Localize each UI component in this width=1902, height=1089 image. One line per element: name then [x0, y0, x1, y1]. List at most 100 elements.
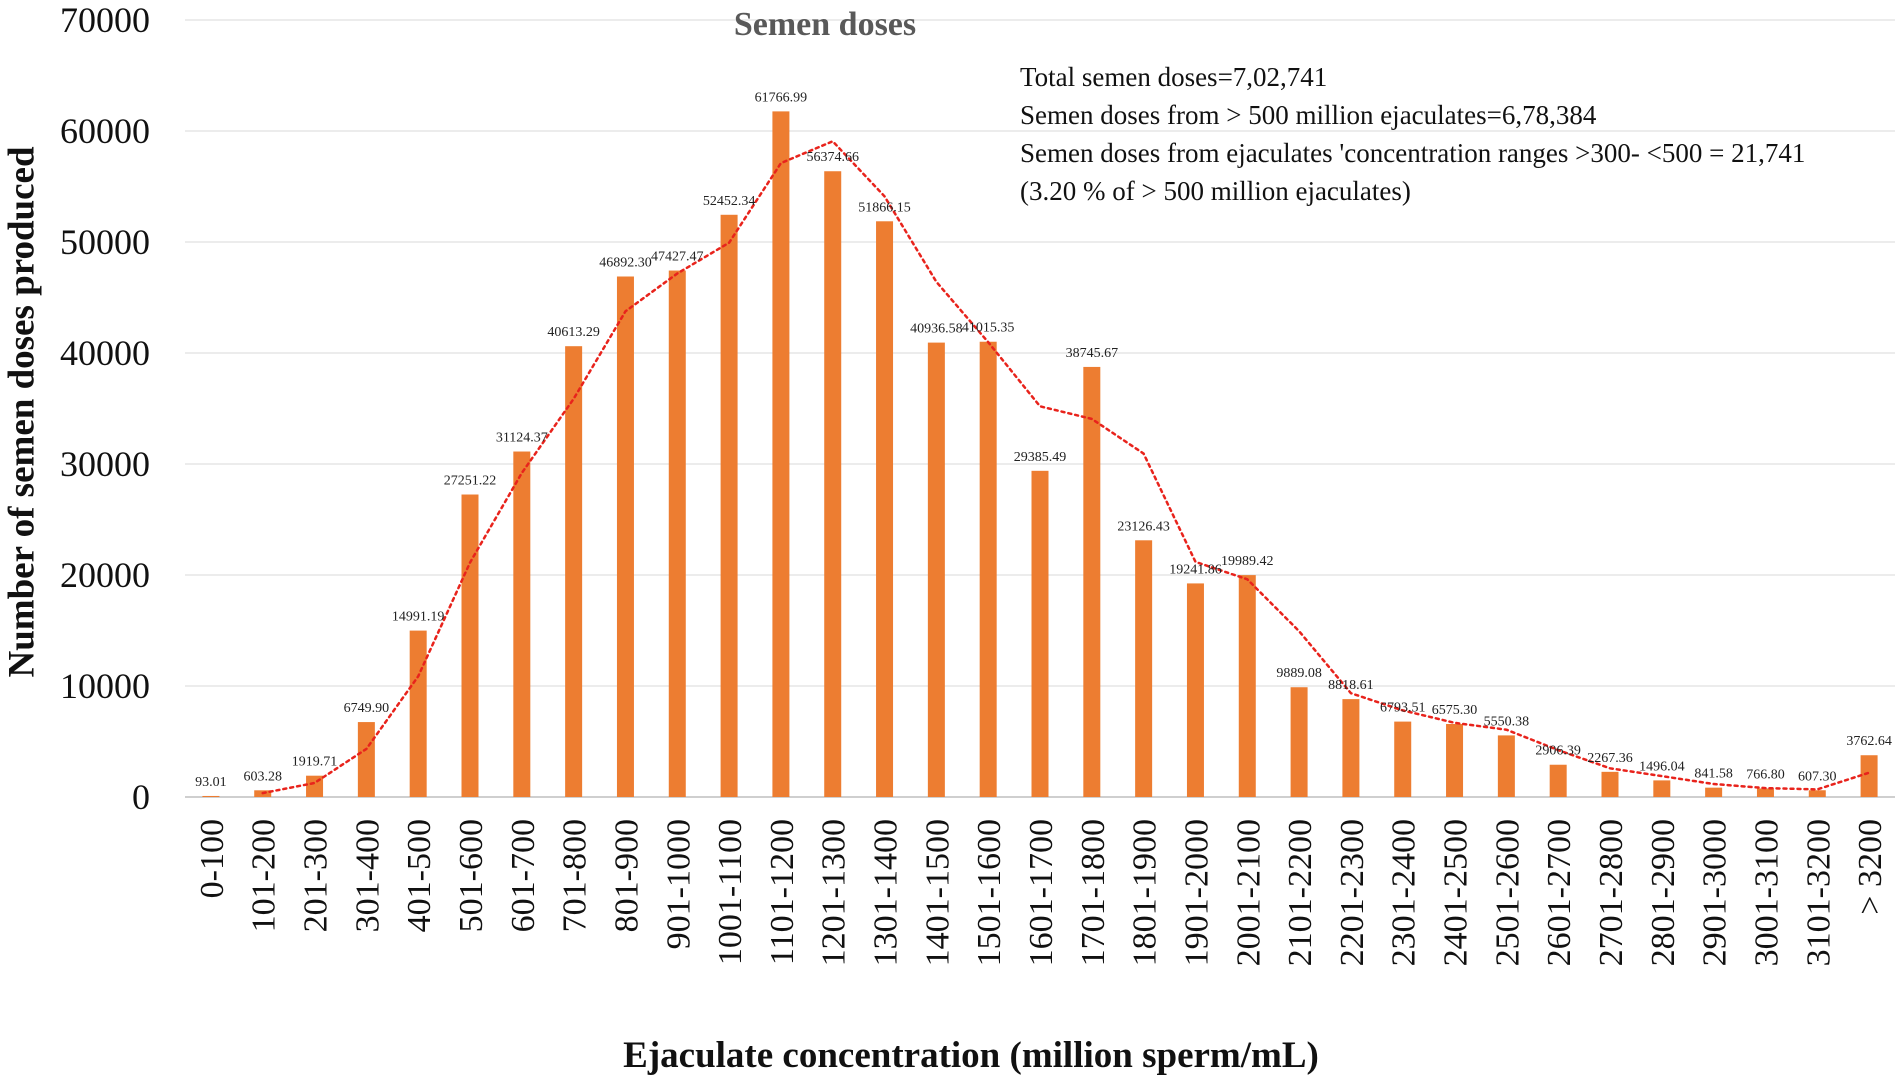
bar-2901-3000 [1705, 787, 1723, 797]
bar-801-900 [616, 276, 634, 797]
value-label-1401-1500: 40936.58 [910, 322, 963, 337]
x-tick-label-3001-3100: 3001-3100 [1748, 819, 1785, 966]
x-tick-label-1501-1600: 1501-1600 [971, 819, 1008, 966]
value-label-501-600: 27251.22 [444, 474, 497, 489]
x-tick-label-2301-2400: 2301-2400 [1386, 819, 1423, 966]
x-axis-label: Ejaculate concentration (million sperm/m… [623, 1035, 1319, 1076]
bar-1101-1200 [772, 111, 790, 797]
x-tick-label-1601-1700: 1601-1700 [1023, 819, 1060, 966]
bar-1801-1900 [1135, 540, 1153, 797]
bar-301-400 [357, 722, 375, 797]
y-tick-label-40000: 40000 [60, 333, 150, 373]
annotation-percent: (3.20 % of > 500 million ejaculates) [1020, 176, 1411, 206]
y-tick-label-10000: 10000 [60, 666, 150, 706]
value-label-2301-2400: 6793.51 [1380, 701, 1426, 716]
x-tick-label-1201-1300: 1201-1300 [816, 819, 853, 966]
bar-2101-2200 [1290, 687, 1308, 797]
x-tick-label-201-300: 201-300 [298, 819, 335, 932]
bar-2201-2300 [1342, 699, 1360, 797]
value-label-2801-2900: 1496.04 [1639, 759, 1685, 774]
value-label-2701-2800: 2267.36 [1587, 751, 1633, 766]
value-label-601-700: 31124.37 [496, 431, 548, 446]
x-tick-label-2201-2300: 2201-2300 [1334, 819, 1371, 966]
moving-average-trendline [261, 140, 1871, 795]
bar-0-100 [202, 795, 220, 797]
x-tick-label-0-100: 0-100 [194, 819, 231, 898]
bar-1601-1700 [1031, 470, 1049, 797]
bar-1901-2000 [1186, 583, 1204, 797]
bar-2401-2500 [1446, 724, 1464, 797]
bar-2501-2600 [1497, 735, 1515, 797]
value-label-2601-2700: 2906.39 [1535, 744, 1581, 759]
y-axis-tick-labels: 0 10000 20000 30000 40000 50000 60000 70000 [60, 0, 150, 817]
annotation-box: Total semen doses=7,02,741 Semen doses f… [1020, 58, 1805, 210]
value-label-> 3200: 3762.64 [1846, 734, 1892, 749]
x-tick-label-601-700: 601-700 [505, 819, 542, 932]
value-label-1701-1800: 38745.67 [1066, 346, 1119, 361]
bar-2001-2100 [1238, 575, 1256, 797]
x-tick-label-1401-1500: 1401-1500 [919, 819, 956, 966]
value-label-1301-1400: 51866.15 [858, 200, 911, 215]
y-tick-label-30000: 30000 [60, 444, 150, 484]
bar-2301-2400 [1394, 721, 1412, 797]
x-tick-label-2401-2500: 2401-2500 [1438, 819, 1475, 966]
x-tick-label-101-200: 101-200 [246, 819, 283, 932]
bar-1201-1300 [824, 171, 842, 797]
value-label-2101-2200: 9889.08 [1276, 666, 1322, 681]
value-label-1501-1600: 41015.35 [962, 321, 1015, 336]
value-label-2901-3000: 841.58 [1694, 767, 1733, 782]
value-label-0-100: 93.01 [195, 775, 227, 790]
x-tick-label-1301-1400: 1301-1400 [868, 819, 905, 966]
value-label-3001-3100: 766.80 [1746, 767, 1785, 782]
x-tick-label-1101-1200: 1101-1200 [764, 819, 801, 965]
x-tick-label-1701-1800: 1701-1800 [1075, 819, 1112, 966]
value-label-1101-1200: 61766.99 [755, 90, 808, 105]
bar-> 3200 [1860, 755, 1878, 797]
value-label-1801-1900: 23126.43 [1117, 519, 1170, 534]
y-tick-label-50000: 50000 [60, 222, 150, 262]
bar-1701-1800 [1083, 366, 1101, 797]
x-tick-label-501-600: 501-600 [453, 819, 490, 932]
x-tick-label-2601-2700: 2601-2700 [1541, 819, 1578, 966]
y-tick-label-0: 0 [132, 777, 150, 817]
value-label-3101-3200: 607.30 [1798, 769, 1837, 784]
y-tick-label-60000: 60000 [60, 111, 150, 151]
x-tick-label-1901-2000: 1901-2000 [1178, 819, 1215, 966]
bar-601-700 [513, 451, 531, 797]
bar-701-800 [565, 346, 583, 797]
annotation-over-500: Semen doses from > 500 million ejaculate… [1020, 100, 1597, 130]
x-tick-label-2001-2100: 2001-2100 [1230, 819, 1267, 966]
value-label-801-900: 46892.30 [599, 255, 652, 270]
annotation-range-300-500: Semen doses from ejaculates 'concentrati… [1020, 138, 1806, 168]
value-label-701-800: 40613.29 [547, 325, 600, 340]
x-axis-tick-labels: 0-100 101-200 201-300 301-400 401-500 501-600… [194, 819, 1889, 966]
value-label-2201-2300: 8818.61 [1328, 678, 1374, 693]
bar-3001-3100 [1756, 788, 1774, 797]
x-tick-label-2701-2800: 2701-2800 [1593, 819, 1630, 966]
bar-1401-1500 [927, 342, 945, 797]
x-tick-label-401-500: 401-500 [401, 819, 438, 932]
y-tick-label-70000: 70000 [60, 0, 150, 40]
y-tick-label-20000: 20000 [60, 555, 150, 595]
bar-401-500 [409, 630, 427, 797]
bar-1301-1400 [876, 221, 894, 797]
value-label-401-500: 14991.19 [392, 610, 445, 625]
x-tick-label-> 3200: > 3200 [1852, 819, 1889, 915]
value-label-301-400: 6749.90 [344, 701, 390, 716]
bar-1501-1600 [979, 341, 997, 797]
value-label-901-1000: 47427.47 [651, 250, 704, 265]
x-tick-label-301-400: 301-400 [349, 819, 386, 932]
x-tick-label-2501-2600: 2501-2600 [1489, 819, 1526, 966]
trendline [261, 140, 1871, 795]
x-tick-label-3101-3200: 3101-3200 [1800, 819, 1837, 966]
value-label-1601-1700: 29385.49 [1014, 450, 1067, 465]
bar-2701-2800 [1601, 771, 1619, 797]
value-label-1901-2000: 19241.86 [1169, 562, 1222, 577]
x-tick-label-1801-1900: 1801-1900 [1127, 819, 1164, 966]
bar-901-1000 [668, 270, 686, 798]
bar-2801-2900 [1653, 780, 1671, 797]
x-tick-label-2101-2200: 2101-2200 [1282, 819, 1319, 966]
y-axis-label: Number of semen doses produced [1, 146, 43, 678]
value-label-1001-1100: 52452.34 [703, 194, 756, 209]
